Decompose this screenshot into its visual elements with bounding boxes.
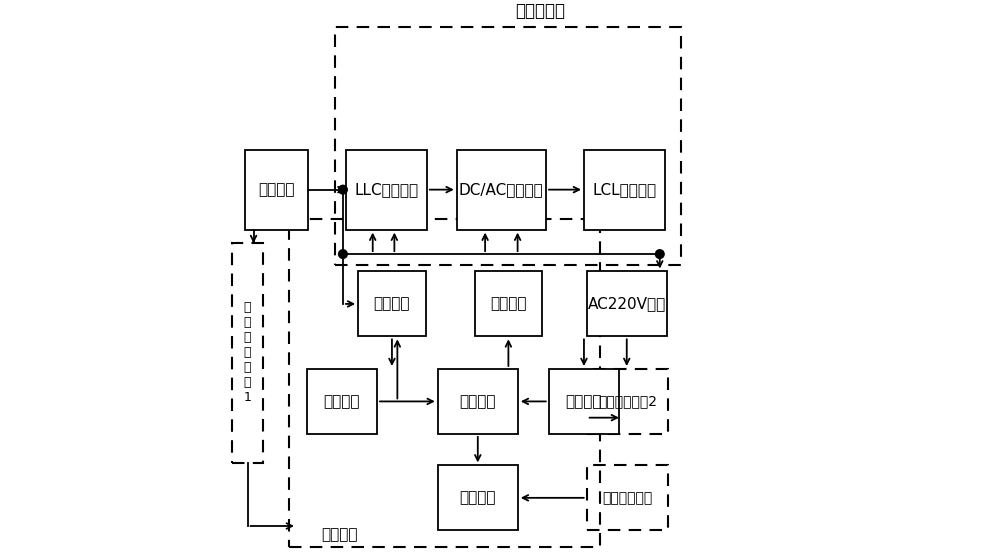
Text: 蓄电池组: 蓄电池组 — [258, 182, 295, 197]
Text: 主控制器: 主控制器 — [460, 394, 496, 409]
Text: 辅助电源单元2: 辅助电源单元2 — [598, 395, 657, 408]
Text: 驱动电路: 驱动电路 — [374, 296, 410, 311]
Bar — [438, 369, 518, 434]
Text: 辅
助
电
源
单
元
1: 辅 助 电 源 单 元 1 — [244, 301, 252, 405]
Bar — [245, 150, 308, 230]
Text: AC220V电网: AC220V电网 — [588, 296, 666, 311]
Text: 采样电路: 采样电路 — [566, 394, 602, 409]
Text: 采样电路: 采样电路 — [324, 394, 360, 409]
Circle shape — [339, 185, 347, 194]
Bar — [289, 219, 600, 546]
Text: LLC升压电路: LLC升压电路 — [354, 182, 418, 197]
Bar — [587, 272, 667, 336]
Circle shape — [655, 250, 664, 258]
Bar — [307, 369, 377, 434]
Text: 主电路单元: 主电路单元 — [516, 2, 566, 20]
Bar — [587, 369, 668, 434]
Bar — [346, 150, 427, 230]
Bar — [457, 150, 546, 230]
Bar — [475, 272, 542, 336]
Bar — [549, 369, 619, 434]
Circle shape — [339, 250, 347, 258]
Bar — [438, 465, 518, 530]
Text: 保护电路: 保护电路 — [490, 296, 527, 311]
Text: DC/AC逆变电路: DC/AC逆变电路 — [459, 182, 544, 197]
Text: 人机接口单元: 人机接口单元 — [602, 491, 652, 505]
Bar — [335, 26, 681, 265]
Bar — [358, 272, 426, 336]
Text: 控制单元: 控制单元 — [321, 527, 358, 542]
Bar — [587, 465, 668, 530]
Text: LCL滤波电路: LCL滤波电路 — [593, 182, 657, 197]
Text: 通信电路: 通信电路 — [460, 490, 496, 505]
Bar — [232, 243, 263, 463]
Bar — [584, 150, 665, 230]
